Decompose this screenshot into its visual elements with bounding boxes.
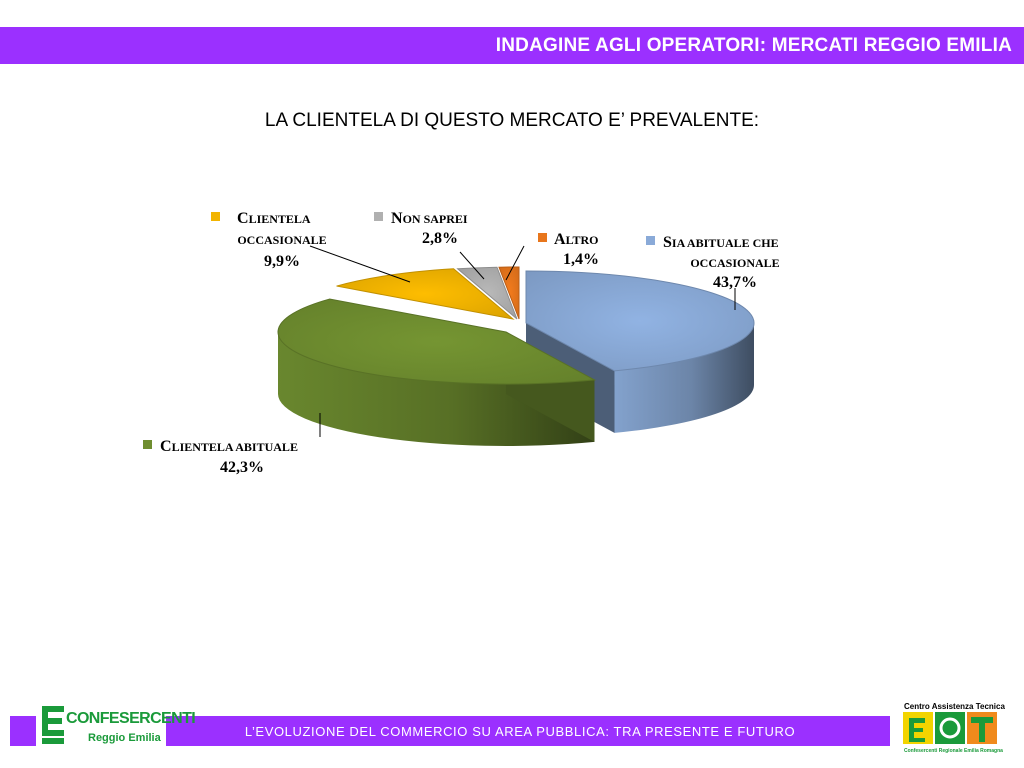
cat-logo-top-text: Centro Assistenza Tecnica [904, 702, 1005, 711]
pie-chart: SIA ABITUALE CHE OCCASIONALE 43,7% CLIENTEL… [143, 210, 780, 476]
slice-label-clientela-occasionale: CLIENTELA OCCASIONALE [237, 210, 327, 247]
slice-value-sia-abituale-che-occasionale: 43,7% [713, 274, 757, 291]
pie-slice-altro [498, 266, 520, 320]
legend-swatch-clientela-occasionale [211, 212, 220, 221]
cat-logo-bottom-text: Confesercenti Regionale Emilia Romagna [904, 748, 1003, 754]
slice-label-non-saprei: NON SAPREI [391, 210, 468, 227]
pie-slice-clientela-abituale [277, 298, 597, 385]
footer-strip: L’EVOLUZIONE DEL COMMERCIO SU AREA PUBBL… [190, 716, 850, 746]
pie-slice-clientela-occasionale [336, 268, 515, 320]
pie-side-clientela-abituale [278, 332, 595, 446]
pie-slice-sia-abituale-che-occasionale [525, 270, 755, 372]
cat-logo: Centro Assistenza Tecnica Confesercenti … [900, 700, 1005, 760]
pie-side-sia-abituale-che-occasionale [614, 323, 754, 433]
pie-slice-non-saprei [456, 266, 518, 320]
leader-clientela-occasionale [309, 245, 411, 283]
legend-swatch-altro [538, 233, 547, 242]
confesercenti-logo: CONFESERCENTI Reggio Emilia [36, 700, 196, 756]
slice-value-altro: 1,4% [563, 251, 599, 268]
confesercenti-emblem-icon [42, 706, 64, 744]
header-bar: INDAGINE AGLI OPERATORI: MERCATI REGGIO … [0, 27, 1024, 64]
slice-value-clientela-occasionale: 9,9% [264, 253, 300, 270]
slice-label-clientela-abituale: CLIENTELA ABITUALE [160, 438, 298, 455]
slice-value-non-saprei: 2,8% [422, 230, 458, 247]
chart-title: LA CLIENTELA DI QUESTO MERCATO E’ PREVAL… [264, 110, 760, 131]
legend-swatch-clientela-abituale [143, 440, 152, 449]
header-title: INDAGINE AGLI OPERATORI: MERCATI REGGIO … [495, 34, 1012, 56]
slice-label-sia-abituale-che-occasionale: SIA ABITUALE CHE OCCASIONALE [663, 234, 780, 270]
confesercenti-sub: Reggio Emilia [88, 732, 161, 744]
confesercenti-name: CONFESERCENTI [66, 710, 196, 727]
leader-non-saprei [459, 251, 485, 280]
leader-altro [505, 245, 525, 281]
slice-value-clientela-abituale: 42,3% [220, 459, 264, 476]
legend-swatch-sia-abituale-che-occasionale [646, 236, 655, 245]
slice-label-altro: ALTRO [554, 231, 598, 248]
footer-text: L’EVOLUZIONE DEL COMMERCIO SU AREA PUBBL… [244, 723, 796, 739]
cat-emblem-icon [903, 712, 997, 744]
legend-swatch-non-saprei [374, 212, 383, 221]
